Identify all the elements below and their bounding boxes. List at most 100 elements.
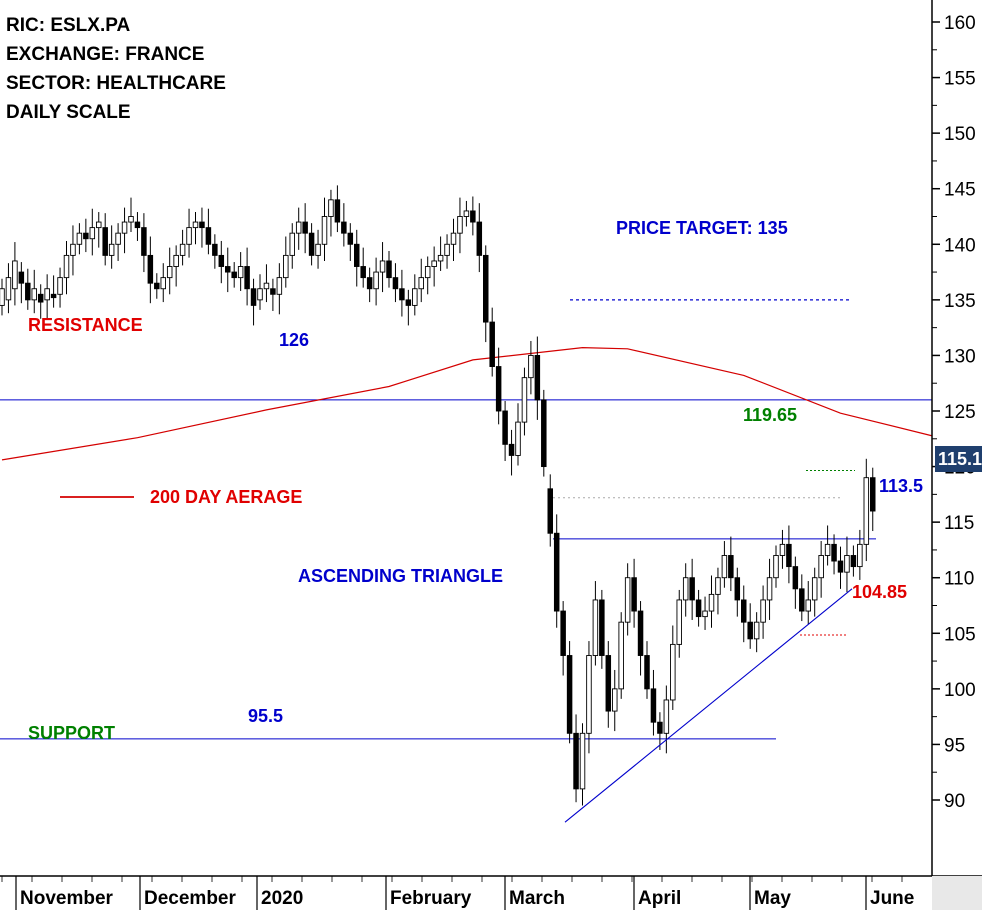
y-tick-label: 155	[944, 69, 976, 90]
month-label: June	[870, 888, 914, 909]
candle-body	[360, 266, 366, 279]
candle-body	[502, 410, 508, 445]
candle-body	[289, 232, 296, 256]
candle-body	[405, 299, 412, 306]
candle-body	[276, 277, 283, 295]
month-label: April	[638, 888, 681, 909]
candle-body	[386, 260, 392, 279]
candle-body	[573, 732, 579, 790]
candle-body	[489, 321, 495, 367]
candle-body	[437, 254, 444, 262]
support-label: SUPPORT	[28, 723, 116, 743]
candle-body	[128, 216, 134, 223]
axis-corner	[932, 876, 982, 910]
pattern-label: ASCENDING TRIANGLE	[298, 566, 504, 586]
candle-body	[237, 266, 244, 279]
candle-body	[392, 277, 399, 290]
candle-body	[354, 243, 360, 267]
candle-body	[753, 621, 760, 640]
candle-body	[850, 555, 857, 568]
candle-body	[644, 655, 650, 690]
candle-body	[141, 227, 147, 256]
candle-body	[553, 532, 560, 612]
candle-body	[682, 577, 689, 601]
candle-body	[515, 421, 521, 456]
ma-legend-label: 200 DAY AERAGE	[150, 487, 303, 507]
candle-body	[231, 271, 237, 279]
candle-body	[831, 543, 837, 562]
ma-line	[1, 346, 982, 461]
ascending-trendline	[564, 588, 853, 823]
candle-body	[715, 577, 721, 595]
breakout-value-label: 113.5	[879, 476, 924, 496]
candle-body	[476, 221, 483, 256]
candle-body	[89, 227, 96, 240]
candle-body	[366, 277, 373, 290]
candle-body	[160, 277, 166, 290]
candle-body	[483, 254, 489, 323]
month-label: May	[754, 888, 791, 909]
candle-body	[154, 282, 160, 290]
candle-body	[650, 688, 657, 723]
candle-body	[121, 221, 128, 234]
candle-body	[95, 221, 102, 229]
y-tick-label: 110	[944, 569, 974, 590]
y-tick-label: 100	[944, 680, 976, 701]
candle-body	[773, 555, 779, 579]
candle-body	[244, 266, 250, 290]
candle-body	[270, 288, 276, 295]
candle-body	[534, 354, 541, 401]
candle-body	[199, 221, 205, 229]
candle-body	[663, 699, 670, 734]
candle-body	[824, 543, 831, 556]
candle-body	[857, 543, 863, 568]
candle-body	[295, 221, 302, 234]
candle-body	[463, 210, 470, 217]
candle-body	[37, 293, 44, 303]
scale-label: DAILY SCALE	[6, 102, 131, 123]
candle-body	[624, 577, 631, 623]
exchange-label: EXCHANGE: FRANCE	[6, 44, 205, 65]
candle-body	[147, 254, 154, 284]
candle-body	[811, 577, 818, 601]
candle-body	[321, 216, 328, 245]
candle-body	[412, 288, 418, 306]
sector-label: SECTOR: HEALTHCARE	[6, 73, 226, 94]
candle-body	[83, 232, 89, 240]
y-tick-label: 90	[944, 791, 965, 812]
candle-body	[166, 266, 173, 279]
time-axis-panel	[0, 876, 932, 910]
candle-body	[250, 288, 257, 306]
candle-body	[0, 288, 5, 306]
candle-body	[728, 555, 734, 579]
y-tick-label: 125	[944, 402, 976, 423]
last-price-badge: 115.1	[935, 446, 982, 472]
candle-body	[547, 488, 554, 534]
candle-body	[5, 277, 12, 301]
candle-body	[450, 232, 457, 245]
candle-body	[586, 655, 592, 734]
candle-body	[612, 688, 618, 712]
support-value-label: 95.5	[245, 707, 287, 725]
candle-body	[799, 588, 805, 612]
candle-body	[702, 610, 708, 618]
candle-body	[302, 221, 308, 234]
candle-body	[605, 655, 612, 712]
candle-body	[766, 577, 773, 601]
candle-body	[418, 277, 425, 290]
candle-body	[192, 221, 199, 229]
candle-body	[218, 254, 225, 267]
y-tick-label: 135	[944, 291, 976, 312]
candle-body	[373, 271, 379, 290]
candle-body	[528, 354, 534, 379]
candle-body	[444, 243, 450, 256]
candle-body	[224, 266, 231, 273]
candle-body	[31, 288, 38, 301]
candle-body	[708, 593, 715, 612]
candle-body	[870, 477, 876, 512]
y-tick-label: 95	[944, 735, 965, 756]
candle-body	[18, 271, 25, 284]
candle-body	[44, 288, 50, 301]
